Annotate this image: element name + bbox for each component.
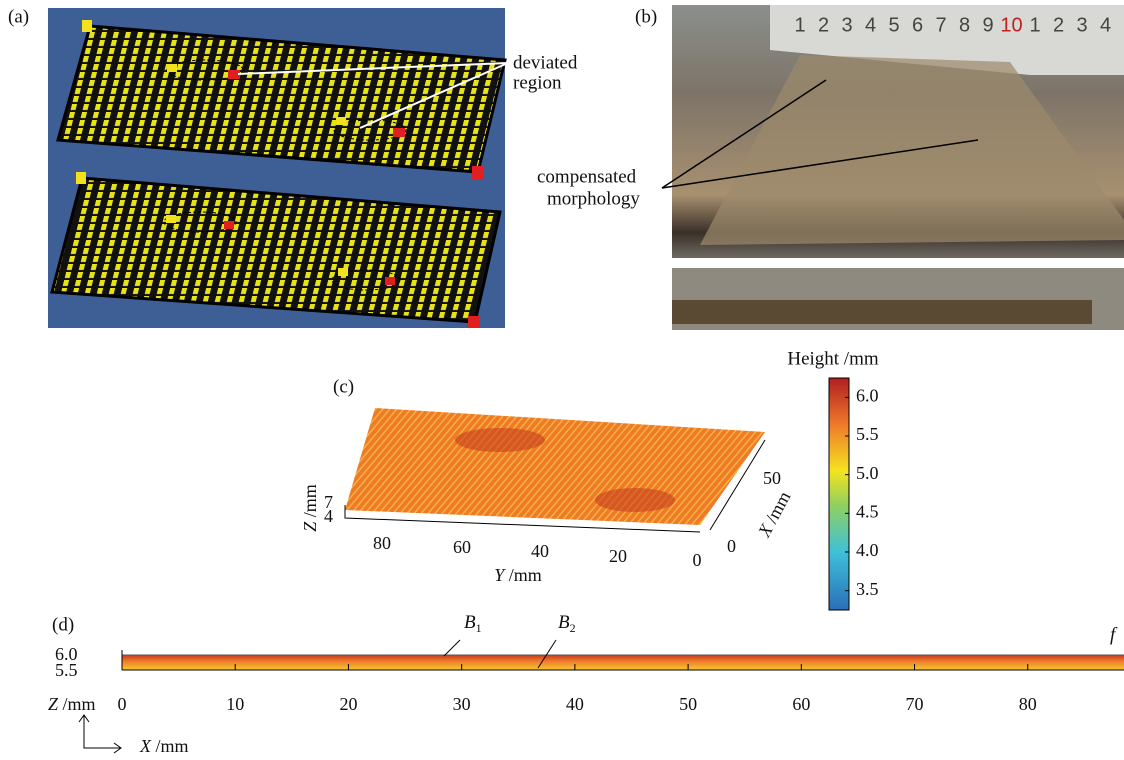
y-tick-label: 0 (693, 550, 702, 570)
z-axis-title: Z /mm (48, 694, 96, 714)
annotation: B1 (464, 612, 482, 634)
ruler-label: 7 (935, 14, 946, 36)
y-tick-label: 80 (373, 533, 391, 553)
panel-c: (c) 7 4 Z /mm 80 60 40 20 0 Y /mm 50 0 X… (300, 348, 879, 610)
x-axis-title: X /mm (139, 736, 189, 756)
colorbar-tick-label: 5.0 (856, 463, 879, 483)
figure: (a) deviated region (b) 123456789101234 … (0, 0, 1124, 760)
x-tick-label: 50 (679, 694, 697, 714)
x-tick-label: 0 (118, 694, 127, 714)
x-tick-label: 0 (727, 536, 736, 556)
z-tick-label: 4 (324, 506, 333, 526)
annotation: region (513, 72, 562, 93)
ruler-label: 3 (841, 14, 852, 36)
ruler-label: 5 (888, 14, 899, 36)
y-tick-label: 40 (531, 541, 549, 561)
x-tick-label: 20 (339, 694, 357, 714)
x-tick-label: 80 (1019, 694, 1037, 714)
y-axis-title: Y /mm (494, 565, 542, 585)
x-tick-label: 10 (226, 694, 244, 714)
ruler-label: 6 (912, 14, 923, 36)
y-tick-label: 20 (609, 546, 627, 566)
ruler-label: 9 (982, 14, 993, 36)
colorbar-tick-label: 3.5 (856, 579, 879, 599)
compensated-region (455, 428, 545, 452)
x-tick-label: 40 (566, 694, 584, 714)
x-tick-label: 60 (792, 694, 810, 714)
colorbar (829, 378, 849, 610)
colorbar-tick-label: 4.5 (856, 501, 879, 521)
panel-label: (d) (52, 614, 74, 635)
deposit-side (672, 300, 1092, 324)
annotation: f (1110, 624, 1118, 645)
z-axis-title: Z /mm (300, 484, 320, 532)
axes-arrow (79, 715, 121, 753)
panel-label: (c) (333, 376, 354, 397)
x-tick-label: 50 (763, 468, 781, 488)
ruler-label: 10 (1000, 14, 1022, 36)
ruler-label: 2 (818, 14, 829, 36)
y-tick-label: 60 (453, 537, 471, 557)
height-profile (122, 655, 1124, 670)
ruler-label: 8 (959, 14, 970, 36)
compensated-region (595, 488, 675, 512)
colorbar-tick-label: 6.0 (856, 385, 879, 405)
annotation: B2 (558, 612, 576, 634)
colorbar-title: Height /mm (787, 348, 879, 369)
colorbar-tick-label: 5.5 (856, 424, 879, 444)
panel-a: (a) deviated region (8, 6, 578, 328)
colorbar-tick-label: 4.0 (856, 540, 879, 560)
annotation: compensated (537, 166, 637, 187)
x-tick-label: 70 (906, 694, 924, 714)
leader (444, 640, 460, 656)
ruler-label: 3 (1076, 14, 1087, 36)
ruler-label: 1 (794, 14, 805, 36)
z-tick-label: 5.5 (55, 660, 78, 680)
x-tick-label: 30 (453, 694, 471, 714)
annotation: morphology (547, 188, 640, 209)
ruler-label: 2 (1053, 14, 1064, 36)
panel-label: (b) (635, 6, 657, 27)
annotation: deviated (513, 52, 578, 73)
ruler-label: 4 (865, 14, 876, 36)
panel-label: (a) (8, 6, 29, 27)
ruler-label: 4 (1100, 14, 1111, 36)
height-surface (345, 408, 765, 525)
ruler-label: 1 (1029, 14, 1040, 36)
x-axis-title: X /mm (754, 488, 795, 541)
